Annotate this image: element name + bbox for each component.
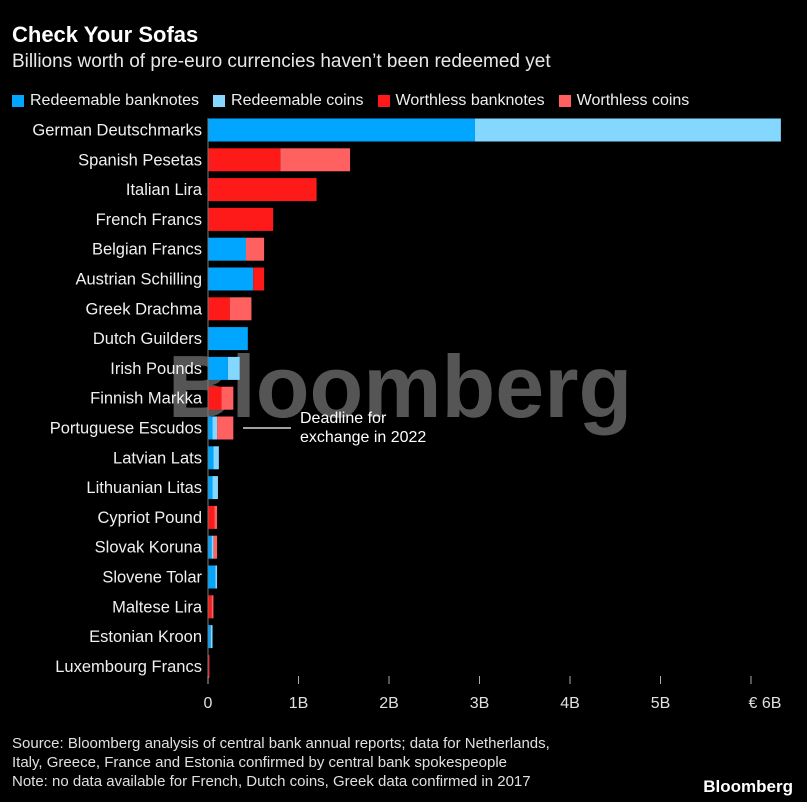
source-line: Italy, Greece, France and Estonia confir… [12, 754, 507, 771]
bar-worthless-coins [217, 416, 234, 440]
bar-worthless-banknotes [208, 595, 212, 619]
legend-item-worthless-banknotes: Worthless banknotes [377, 92, 545, 110]
x-tick-label: 0 [204, 695, 213, 712]
category-label: Slovak Koruna [95, 539, 203, 557]
bar-redeemable-banknotes [208, 476, 213, 500]
x-tick-label: 2B [379, 695, 399, 712]
legend-label: Redeemable coins [231, 92, 364, 109]
category-label: Cypriot Pound [97, 509, 202, 527]
category-label: German Deutschmarks [32, 122, 202, 140]
bar-worthless-banknotes [208, 297, 230, 321]
category-label: Irish Pounds [110, 360, 202, 378]
bar-worthless-coins [229, 297, 252, 321]
x-tick-label: € 6B [749, 695, 782, 712]
bar-redeemable-banknotes [208, 625, 211, 649]
bar-redeemable-banknotes [208, 416, 213, 440]
annotation-text: Deadline for [300, 410, 387, 427]
source-line: Note: no data available for French, Dutc… [12, 773, 531, 790]
bar-redeemable-banknotes [208, 565, 216, 589]
x-tick-label: 4B [560, 695, 580, 712]
bar-worthless-coins [246, 237, 265, 261]
category-label: Maltese Lira [112, 598, 203, 616]
category-label: Lithuanian Litas [86, 479, 202, 497]
source-line: Source: Bloomberg analysis of central ba… [12, 735, 550, 752]
watermark: Bloomberg [168, 337, 632, 436]
legend-label: Redeemable banknotes [30, 92, 200, 109]
category-label: Italian Lira [126, 181, 203, 199]
bar-worthless-coins [213, 535, 218, 559]
bar-worthless-coins [221, 386, 234, 410]
x-tick-label: 5B [651, 695, 671, 712]
x-tick-label: 1B [289, 695, 309, 712]
bar-redeemable-banknotes [208, 118, 475, 142]
bar-redeemable-banknotes [208, 327, 248, 351]
bar-worthless-banknotes [253, 267, 265, 291]
x-tick-label: 3B [470, 695, 490, 712]
chart-title: Check Your Sofas [12, 22, 199, 47]
bloomberg-logo: Bloomberg [703, 777, 793, 796]
bar-redeemable-banknotes [208, 446, 214, 470]
bar-redeemable-coins [227, 356, 240, 380]
annotation-text: exchange in 2022 [300, 429, 426, 446]
category-label: Austrian Schilling [75, 271, 202, 289]
category-label: Greek Drachma [86, 300, 203, 318]
legend-label: Worthless banknotes [395, 92, 545, 109]
category-label: Latvian Lats [113, 449, 202, 467]
legend-swatch [12, 95, 24, 107]
bar-redeemable-coins [212, 416, 218, 440]
bar-redeemable-banknotes [208, 267, 254, 291]
category-label: Slovene Tolar [102, 569, 202, 587]
bar-redeemable-coins [211, 535, 214, 559]
bar-worthless-coins [214, 505, 218, 529]
bar-worthless-banknotes [208, 207, 274, 231]
bar-redeemable-banknotes [208, 535, 212, 559]
bar-redeemable-banknotes [208, 237, 247, 261]
legend-label: Worthless coins [576, 92, 690, 109]
category-label: Belgian Francs [92, 241, 202, 259]
legend-item-redeemable-banknotes: Redeemable banknotes [12, 92, 199, 110]
category-label: Luxembourg Francs [55, 658, 202, 676]
category-label: Dutch Guilders [93, 330, 202, 348]
legend-swatch [558, 95, 571, 107]
bar-redeemable-banknotes [208, 356, 228, 380]
bar-redeemable-coins [213, 446, 219, 470]
bar-worthless-coins [211, 595, 214, 619]
bar-worthless-banknotes [208, 178, 317, 202]
category-label: Spanish Pesetas [78, 151, 202, 169]
bar-worthless-coins [280, 148, 351, 172]
bar-worthless-banknotes [208, 148, 281, 172]
category-label: Finnish Markka [90, 390, 203, 408]
bar-worthless-banknotes [208, 386, 222, 410]
bar-redeemable-coins [474, 118, 781, 142]
category-label: Portuguese Escudos [50, 420, 202, 438]
bar-redeemable-coins [210, 625, 213, 649]
legend-swatch [213, 95, 226, 107]
legend-item-worthless-coins: Worthless coins [558, 92, 690, 110]
legend-item-redeemable-coins: Redeemable coins [213, 92, 364, 110]
bar-worthless-banknotes [208, 505, 215, 529]
legend-swatch [377, 95, 390, 107]
bar-redeemable-coins [215, 565, 218, 589]
source-note: Source: Bloomberg analysis of central ba… [12, 734, 550, 791]
bar-redeemable-coins [212, 476, 218, 500]
legend: Redeemable banknotes Redeemable coins Wo… [12, 92, 703, 110]
category-label: Estonian Kroon [89, 628, 202, 646]
category-label: French Francs [96, 211, 202, 229]
bar-worthless-banknotes [208, 654, 210, 678]
chart-subtitle: Billions worth of pre-euro currencies ha… [12, 51, 551, 72]
